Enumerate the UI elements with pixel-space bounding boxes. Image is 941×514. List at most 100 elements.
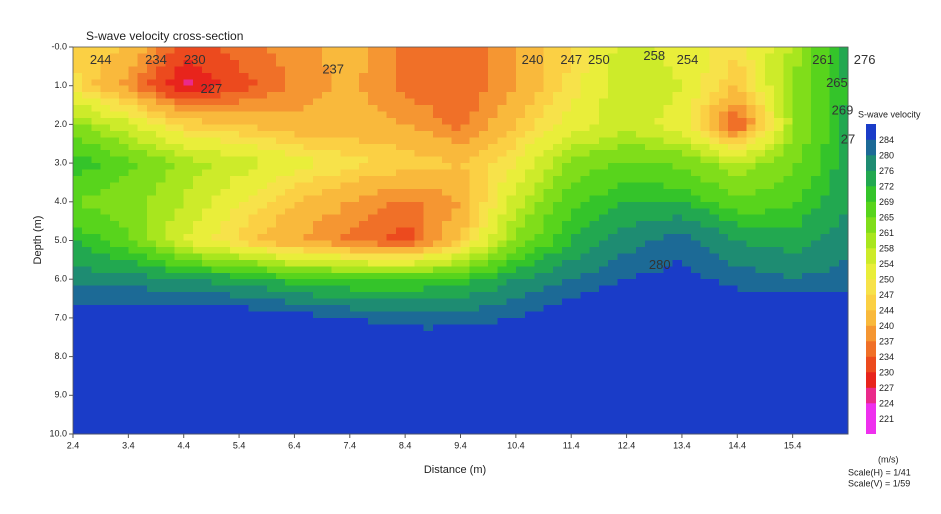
contour-cell <box>681 176 692 184</box>
contour-cell <box>183 137 194 145</box>
contour-cell <box>820 382 831 390</box>
contour-cell <box>672 324 683 332</box>
contour-cell <box>340 137 351 145</box>
contour-cell <box>294 266 305 274</box>
contour-cell <box>239 53 249 61</box>
contour-cell <box>838 234 849 242</box>
contour-cell <box>783 350 794 358</box>
contour-cell <box>645 324 655 332</box>
contour-cell <box>801 356 812 364</box>
contour-cell <box>718 53 729 61</box>
contour-cell <box>414 408 425 416</box>
contour-cell <box>183 156 194 164</box>
contour-cell <box>478 53 489 61</box>
contour-cell <box>672 253 683 261</box>
contour-cell <box>783 259 794 267</box>
contour-cell <box>423 343 434 351</box>
contour-cell <box>165 240 176 248</box>
contour-cell <box>100 59 111 67</box>
contour-cell <box>534 343 545 351</box>
contour-cell <box>497 143 508 151</box>
contour-cell <box>525 59 535 67</box>
contour-cell <box>423 188 434 196</box>
contour-cell <box>146 72 157 80</box>
contour-cell <box>432 285 443 293</box>
contour-cell <box>718 408 729 416</box>
contour-cell <box>165 117 176 125</box>
contour-cell <box>174 395 185 403</box>
contour-cell <box>312 414 323 422</box>
contour-cell <box>340 363 351 371</box>
contour-cell <box>266 188 277 196</box>
contour-cell <box>128 246 139 254</box>
contour-cell <box>266 156 277 164</box>
contour-cell <box>192 279 203 287</box>
contour-cell <box>386 66 397 74</box>
contour-cell <box>414 169 425 177</box>
contour-cell <box>691 66 701 74</box>
contour-cell <box>534 47 545 55</box>
contour-cell <box>368 59 379 67</box>
contour-cell <box>248 408 259 416</box>
contour-cell <box>91 195 102 203</box>
contour-cell <box>534 408 545 416</box>
contour-cell <box>700 375 711 383</box>
contour-cell <box>174 343 185 351</box>
contour-cell <box>414 214 425 222</box>
contour-cell <box>561 156 572 164</box>
contour-cell <box>478 388 489 396</box>
contour-cell <box>414 375 425 383</box>
contour-cell <box>146 214 157 222</box>
contour-cell <box>580 317 591 325</box>
contour-cell <box>257 305 268 313</box>
contour-cell <box>386 143 397 151</box>
contour-cell <box>405 292 415 300</box>
contour-cell <box>183 188 194 196</box>
contour-cell <box>580 311 591 319</box>
contour-cell <box>146 117 157 125</box>
contour-cell <box>700 221 711 229</box>
contour-cell <box>239 285 249 293</box>
contour-cell <box>312 227 323 235</box>
contour-cell <box>340 221 351 229</box>
contour-cell <box>275 66 286 74</box>
contour-cell <box>257 356 268 364</box>
contour-cell <box>322 79 332 87</box>
contour-cell <box>442 363 452 371</box>
contour-cell <box>349 98 360 106</box>
contour-cell <box>654 163 665 171</box>
contour-cell <box>681 330 692 338</box>
contour-cell <box>432 292 443 300</box>
contour-cell <box>100 79 111 87</box>
contour-cell <box>469 272 480 280</box>
contour-cell <box>728 117 738 125</box>
contour-cell <box>838 85 849 93</box>
contour-cell <box>192 395 203 403</box>
contour-cell <box>109 105 120 113</box>
contour-cell <box>285 234 296 242</box>
contour-field <box>73 47 849 435</box>
contour-cell <box>405 401 415 409</box>
contour-cell <box>506 421 517 429</box>
contour-cell <box>543 227 554 235</box>
contour-cell <box>100 292 111 300</box>
contour-cell <box>608 330 618 338</box>
contour-cell <box>359 240 369 248</box>
contour-cell <box>423 356 434 364</box>
contour-cell <box>322 111 332 119</box>
contour-cell <box>663 182 674 190</box>
contour-cell <box>119 266 129 274</box>
contour-cell <box>303 163 314 171</box>
contour-cell <box>580 305 591 313</box>
contour-cell <box>285 259 296 267</box>
contour-cell <box>635 182 646 190</box>
contour-cell <box>165 356 176 364</box>
contour-cell <box>838 124 849 132</box>
contour-cell <box>229 292 240 300</box>
contour-cell <box>220 130 231 138</box>
contour-cell <box>174 169 185 177</box>
contour-cell <box>561 311 572 319</box>
contour-cell <box>174 66 185 74</box>
contour-cell <box>91 356 102 364</box>
contour-cell <box>377 98 388 106</box>
